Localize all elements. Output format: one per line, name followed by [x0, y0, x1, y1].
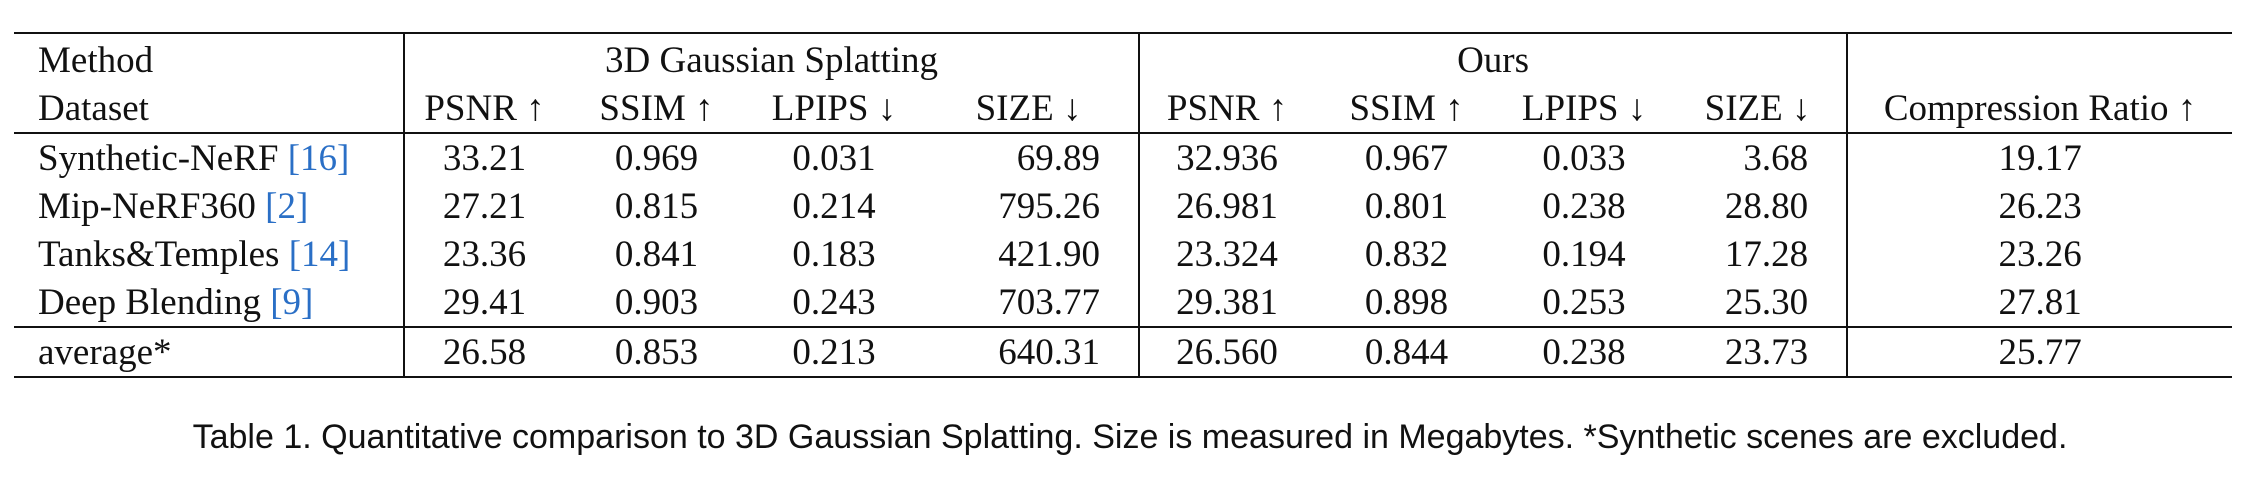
- method-header: Method: [14, 32, 404, 84]
- average-label: average*: [14, 327, 404, 378]
- citation-link[interactable]: [14]: [288, 233, 351, 275]
- citation-link[interactable]: [16]: [287, 137, 350, 179]
- metric-header: SSIM ↑: [1314, 84, 1500, 134]
- average-row: average* 26.58 0.853 0.213 640.31 26.560…: [14, 327, 2233, 378]
- value-cell: 795.26: [998, 185, 1101, 227]
- ratio-group-blank: [1846, 32, 2233, 84]
- group-header-ours: Ours: [1138, 32, 1848, 84]
- metric-header: LPIPS ↓: [749, 84, 919, 134]
- value-cell: 0.815: [614, 185, 699, 227]
- value-cell: 32.936: [1138, 133, 1315, 182]
- value-cell: 69.89: [1016, 137, 1101, 179]
- value-cell: 0.841: [614, 233, 699, 275]
- value-cell: 0.898: [1314, 278, 1500, 328]
- value-cell: 0.194: [1542, 233, 1626, 275]
- value-cell: 0.238: [1542, 185, 1626, 227]
- metric-header: SSIM ↑: [564, 84, 749, 134]
- value-cell: 0.853: [564, 327, 749, 378]
- results-table: Method 3D Gaussian Splatting Ours Datase…: [14, 32, 2233, 378]
- group-header-3dgs: 3D Gaussian Splatting: [402, 32, 1140, 84]
- citation-link[interactable]: [2]: [265, 185, 309, 227]
- dataset-cell: Mip-NeRF360 [2]: [38, 185, 309, 227]
- value-cell: 703.77: [919, 278, 1140, 328]
- value-cell: 421.90: [998, 233, 1101, 275]
- value-cell: 0.844: [1314, 327, 1500, 378]
- value-cell: 0.832: [1364, 233, 1449, 275]
- value-cell: 0.183: [792, 233, 876, 275]
- value-cell: 23.73: [1669, 327, 1848, 378]
- metric-header: SIZE ↓: [919, 84, 1140, 134]
- value-cell: 27.21: [403, 182, 564, 230]
- value-cell: 23.36: [403, 230, 564, 278]
- value-cell: 28.80: [1724, 185, 1809, 227]
- value-cell: 3.68: [1743, 137, 1809, 179]
- table-row: Synthetic-NeRF [16] 33.21 0.969 0.031 69…: [14, 133, 2233, 182]
- value-cell: 640.31: [919, 327, 1140, 378]
- metric-header: PSNR ↑: [403, 84, 564, 134]
- value-cell: 0.253: [1499, 278, 1670, 328]
- dataset-cell: Synthetic-NeRF [16]: [38, 137, 350, 179]
- value-cell: 0.903: [564, 278, 749, 328]
- value-cell: 0.214: [792, 185, 876, 227]
- metric-header: LPIPS ↓: [1499, 84, 1670, 134]
- value-cell: 0.213: [749, 327, 919, 378]
- value-cell: 26.981: [1138, 182, 1315, 230]
- value-cell: 0.033: [1542, 137, 1626, 179]
- dataset-header: Dataset: [14, 84, 404, 134]
- value-cell: 23.324: [1138, 230, 1315, 278]
- citation-link[interactable]: [9]: [270, 281, 314, 323]
- ratio-cell: 23.26: [1846, 230, 2233, 278]
- ratio-header: Compression Ratio ↑: [1846, 84, 2233, 134]
- ratio-cell: 25.77: [1846, 327, 2233, 378]
- ratio-cell: 19.17: [1846, 133, 2233, 182]
- table-caption: Table 1. Quantitative comparison to 3D G…: [192, 418, 2068, 456]
- value-cell: 33.21: [403, 133, 564, 182]
- table-row: Deep Blending [9] 29.41 0.903 0.243 703.…: [14, 278, 2233, 328]
- value-cell: 25.30: [1669, 278, 1848, 328]
- header-row-metrics: Dataset PSNR ↑ SSIM ↑ LPIPS ↓ SIZE ↓ PSN…: [14, 84, 2233, 134]
- metric-header: PSNR ↑: [1138, 84, 1315, 134]
- value-cell: 17.28: [1724, 233, 1809, 275]
- table-row: Tanks&Temples [14] 23.36 0.841 0.183 421…: [14, 230, 2233, 278]
- value-cell: 0.031: [792, 137, 876, 179]
- value-cell: 29.41: [403, 278, 564, 328]
- value-cell: 26.560: [1138, 327, 1315, 378]
- ratio-cell: 26.23: [1846, 182, 2233, 230]
- value-cell: 0.801: [1364, 185, 1449, 227]
- value-cell: 0.969: [614, 137, 699, 179]
- results-table-container: Method 3D Gaussian Splatting Ours Datase…: [14, 32, 2233, 378]
- value-cell: 26.58: [403, 327, 564, 378]
- metric-header: SIZE ↓: [1669, 84, 1848, 134]
- header-row-groups: Method 3D Gaussian Splatting Ours: [14, 32, 2233, 84]
- value-cell: 0.967: [1364, 137, 1449, 179]
- dataset-cell: Deep Blending [9]: [14, 278, 404, 328]
- value-cell: 29.381: [1138, 278, 1315, 328]
- ratio-cell: 27.81: [1846, 278, 2233, 328]
- table-row: Mip-NeRF360 [2] 27.21 0.815 0.214 795.26…: [14, 182, 2233, 230]
- dataset-cell: Tanks&Temples [14]: [38, 233, 351, 275]
- value-cell: 0.243: [749, 278, 919, 328]
- value-cell: 0.238: [1499, 327, 1670, 378]
